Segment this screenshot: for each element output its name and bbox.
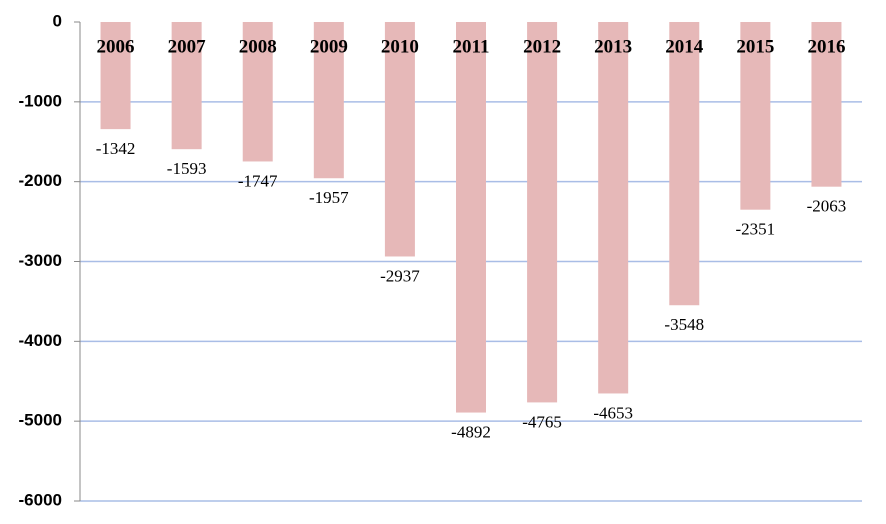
y-tick-label: -5000 <box>19 411 62 430</box>
value-label: -4765 <box>522 412 562 431</box>
x-tick-label: 2012 <box>523 36 561 57</box>
x-tick-label: 2010 <box>381 36 419 57</box>
x-tick-label: 2006 <box>97 36 135 57</box>
y-tick-label: -3000 <box>19 251 62 270</box>
bar <box>384 22 415 257</box>
value-label: -3548 <box>664 315 704 334</box>
value-label: -2063 <box>807 197 847 216</box>
y-tick-label: 0 <box>53 11 62 30</box>
x-tick-label: 2009 <box>310 36 348 57</box>
value-label: -1342 <box>96 139 136 158</box>
x-tick-label: 2011 <box>453 36 490 57</box>
bar <box>171 22 202 150</box>
y-tick-label: -4000 <box>19 331 62 350</box>
bar <box>811 22 842 187</box>
y-tick-label: -2000 <box>19 171 62 190</box>
value-label: -4653 <box>593 403 633 422</box>
y-tick-label: -6000 <box>19 490 62 509</box>
bar <box>100 22 131 130</box>
x-tick-label: 2016 <box>807 36 845 57</box>
x-tick-label: 2013 <box>594 36 632 57</box>
bar <box>740 22 771 210</box>
bar <box>527 22 558 403</box>
x-tick-label: 2007 <box>168 36 207 57</box>
value-label: -1747 <box>238 171 278 190</box>
x-tick-label: 2014 <box>665 36 704 57</box>
bar <box>669 22 700 306</box>
value-label: -4892 <box>451 422 491 441</box>
x-tick-label: 2008 <box>239 36 277 57</box>
bar <box>598 22 629 394</box>
bar <box>456 22 486 413</box>
value-label: -1957 <box>309 188 349 207</box>
value-label: -2351 <box>736 220 776 239</box>
value-label: -1593 <box>167 159 207 178</box>
bar <box>313 22 344 179</box>
x-tick-label: 2015 <box>736 36 774 57</box>
value-label: -2937 <box>380 266 420 285</box>
y-tick-label: -1000 <box>19 91 62 110</box>
bar <box>242 22 273 162</box>
